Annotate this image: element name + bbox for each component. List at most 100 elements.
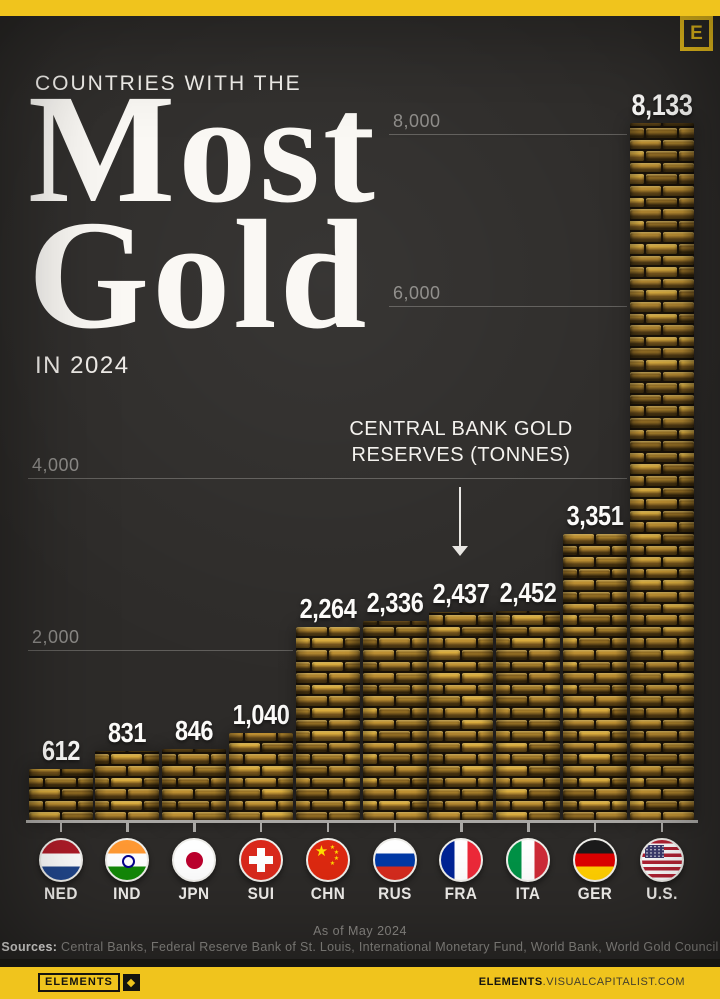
gold-brick — [545, 684, 561, 695]
gold-brick — [478, 800, 494, 811]
bar-value-label: 2,264 — [299, 593, 357, 624]
gold-brick — [645, 684, 677, 695]
gold-brick — [629, 777, 644, 788]
gold-brick — [496, 615, 511, 625]
gold-brick — [344, 684, 360, 695]
gold-brick — [629, 673, 661, 683]
gold-brick — [228, 742, 260, 753]
gold-brick — [496, 719, 528, 730]
gold-brick — [645, 568, 677, 579]
gold-brick — [295, 731, 310, 741]
gold-brick — [395, 766, 427, 776]
country-code-label: FRA — [444, 884, 478, 903]
gold-brick — [562, 800, 577, 811]
gold-brick — [629, 232, 661, 242]
country-code-label: GER — [577, 884, 613, 903]
gold-brick — [562, 580, 594, 590]
star-icon: ★ — [329, 845, 336, 851]
elements-e-logo-icon[interactable]: E — [680, 16, 713, 51]
axis-tick — [527, 822, 530, 832]
gold-brick — [496, 626, 528, 637]
gold-brick — [595, 603, 627, 614]
gold-brick — [595, 650, 627, 660]
annotation-arrow-head-icon — [452, 546, 468, 556]
sources-note: Sources: Central Banks, Federal Reserve … — [0, 940, 720, 954]
gold-brick — [411, 638, 427, 648]
gold-brick — [662, 371, 694, 382]
gold-brick — [378, 661, 410, 672]
gold-brick — [662, 650, 694, 660]
gold-brick — [496, 800, 511, 811]
gold-brick — [496, 708, 511, 718]
gold-brick — [378, 731, 410, 741]
site-url-link[interactable]: ELEMENTS.VISUALCAPITALIST.COM — [479, 976, 685, 988]
gold-brick — [411, 684, 427, 695]
gold-brick — [629, 162, 661, 173]
gold-brick — [261, 812, 293, 822]
gold-brick — [645, 800, 677, 811]
gold-brick — [545, 661, 561, 672]
gold-brick — [629, 499, 644, 509]
gold-brick — [211, 800, 227, 811]
gold-brick — [629, 197, 644, 208]
gold-brick — [61, 812, 93, 822]
gold-brick — [295, 789, 327, 799]
gold-brick — [362, 650, 394, 660]
gold-brick — [496, 684, 511, 695]
gold-brick — [328, 719, 360, 730]
gold-brick — [629, 661, 644, 672]
gold-brick — [512, 708, 544, 718]
gold-brick — [311, 638, 343, 648]
gold-bar-ind — [95, 751, 160, 822]
gold-brick — [578, 661, 610, 672]
elements-brand-icon — [122, 974, 140, 991]
gold-brick — [678, 661, 694, 672]
gold-brick — [28, 812, 60, 822]
gold-brick — [128, 766, 160, 776]
gold-brick — [578, 592, 610, 602]
gold-brick — [144, 800, 160, 811]
country-code-label: ITA — [515, 884, 541, 903]
gold-brick — [395, 742, 427, 753]
gold-brick — [395, 789, 427, 799]
gold-brick — [295, 800, 310, 811]
gridline — [389, 134, 627, 135]
axis-tick — [660, 822, 664, 832]
axis-tick — [460, 822, 463, 832]
gold-brick — [478, 661, 494, 672]
gold-brick — [629, 615, 644, 625]
gold-brick — [645, 406, 677, 416]
bar-value-label: 1,040 — [232, 699, 290, 730]
gold-brick — [411, 731, 427, 741]
bar-value-label: 831 — [108, 717, 147, 748]
gold-brick — [629, 812, 661, 822]
gold-brick — [678, 522, 694, 532]
gold-brick — [678, 545, 694, 556]
gold-brick — [362, 800, 377, 811]
gold-brick — [529, 789, 561, 799]
gold-brick — [295, 754, 310, 764]
gold-brick — [529, 611, 561, 614]
gold-brick — [595, 557, 627, 567]
gold-brick — [629, 128, 644, 138]
gold-brick — [496, 638, 511, 648]
gold-brick — [362, 766, 394, 776]
gold-brick — [311, 731, 343, 741]
gold-brick — [277, 800, 293, 811]
gold-brick — [678, 290, 694, 300]
gold-brick — [595, 534, 627, 544]
gold-brick — [277, 777, 293, 788]
gold-brick — [529, 812, 561, 822]
as-of-note: As of May 2024 — [313, 924, 407, 938]
gold-brick — [629, 534, 661, 544]
elements-brand-logo[interactable]: ELEMENTS — [38, 973, 140, 992]
gold-brick — [629, 186, 661, 196]
gold-brick — [645, 267, 677, 277]
gold-brick — [44, 800, 76, 811]
axis-tick — [59, 822, 62, 832]
gold-brick — [678, 592, 694, 602]
gold-brick — [595, 812, 627, 822]
gold-brick — [362, 684, 377, 695]
gold-brick — [478, 615, 494, 625]
gold-brick — [611, 615, 627, 625]
